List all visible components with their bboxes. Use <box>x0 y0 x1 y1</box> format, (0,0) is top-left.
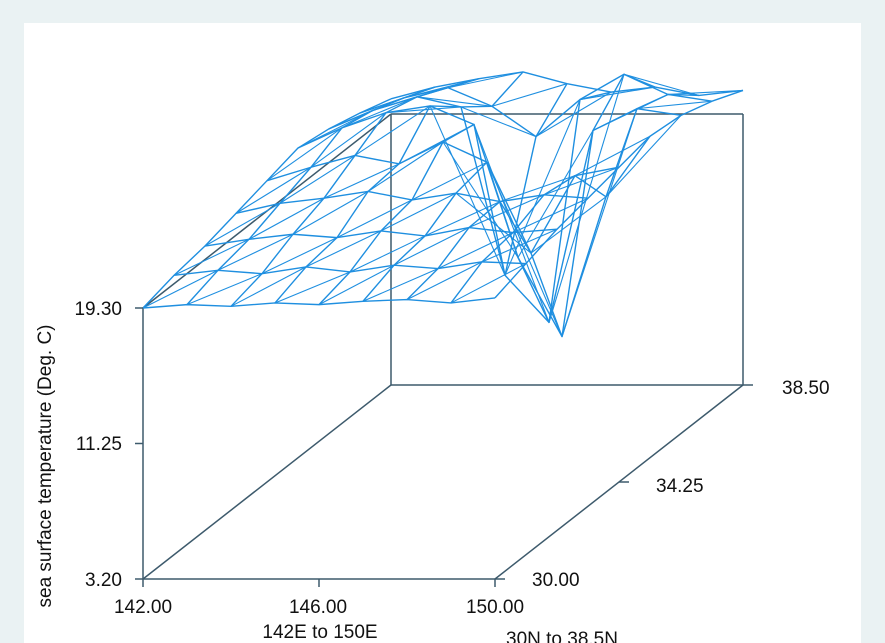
surface-diagonal-5-7 <box>605 114 682 198</box>
surface-diagonal-2-4 <box>380 192 457 232</box>
surface-col-0 <box>142 98 392 309</box>
surface-mesh <box>142 71 744 338</box>
surface-diagonal-7-3 <box>491 83 568 107</box>
surface-diagonal-4-6 <box>530 196 607 254</box>
surface-diagonal-1-1 <box>217 233 294 271</box>
surface-row-8 <box>390 71 744 100</box>
z-tick-label-2: 19.30 <box>74 299 122 320</box>
surface-diagonal-0-4 <box>318 264 395 306</box>
surface-diagonal-5-2 <box>385 106 462 114</box>
surface-diagonal-7-7 <box>667 89 744 96</box>
surface-diagonal-7-0 <box>359 86 436 114</box>
surface-chart: 3.20 11.25 19.30 142.00 146.00 150.00 30… <box>35 71 830 643</box>
surface-diagonal-0-7 <box>450 263 527 304</box>
y-tick-label-0: 30.00 <box>532 570 580 591</box>
surface-diagonal-4-0 <box>266 127 343 182</box>
y-tick-label-2: 38.50 <box>782 378 830 399</box>
surface-diagonal-5-5 <box>517 130 594 258</box>
surface-diagonal-2-1 <box>248 197 325 240</box>
surface-diagonal-6-4 <box>504 99 581 276</box>
surface-diagonal-3-6 <box>499 175 576 203</box>
x-axis-label: 142E to 150E <box>262 622 377 643</box>
plot-panel: 3.20 11.25 19.30 142.00 146.00 150.00 30… <box>24 23 861 643</box>
surface-diagonal-2-0 <box>204 202 281 247</box>
surface-diagonal-5-3 <box>429 105 506 276</box>
x-tick-label-2: 150.00 <box>466 597 524 618</box>
surface-diagonal-0-0 <box>142 269 219 309</box>
surface-diagonal-6-5 <box>548 74 625 323</box>
axis-ticks <box>135 307 753 587</box>
surface-col-1 <box>186 86 436 306</box>
surface-diagonal-6-6 <box>592 93 669 132</box>
surface-diagonal-7-1 <box>403 78 480 99</box>
box-edge-left-floor <box>142 384 392 580</box>
surface-diagonal-3-2 <box>323 163 400 199</box>
surface-diagonal-5-1 <box>341 96 418 129</box>
x-tick-label-1: 146.00 <box>289 597 347 618</box>
surface-diagonal-1-0 <box>173 238 250 276</box>
surface-diagonal-1-2 <box>261 237 338 275</box>
surface-diagonal-2-5 <box>424 201 501 237</box>
surface-diagonal-7-6 <box>623 73 700 97</box>
y-tick-label-1: 34.25 <box>656 476 704 497</box>
surface-diagonal-7-5 <box>579 86 656 101</box>
surface-diagonal-1-4 <box>349 235 426 273</box>
surface-diagonal-1-6 <box>437 232 514 270</box>
surface-diagonal-0-2 <box>230 266 307 307</box>
surface-diagonal-5-0 <box>297 109 374 149</box>
surface-diagonal-4-1 <box>310 112 387 168</box>
surface-diagonal-4-4 <box>442 141 519 258</box>
surface-diagonal-4-3 <box>398 123 475 165</box>
surface-diagonal-5-6 <box>561 108 638 337</box>
surface-diagonal-0-3 <box>274 271 351 304</box>
surface-diagonal-3-4 <box>411 161 488 201</box>
surface-diagonal-5-4 <box>473 124 550 323</box>
surface-diagonal-4-7 <box>574 135 651 177</box>
surface-diagonal-3-7 <box>543 166 620 196</box>
surface-diagonal-0-6 <box>406 261 483 301</box>
surface-diagonal-3-1 <box>279 154 356 204</box>
surface-row-0 <box>142 297 496 309</box>
z-axis-label: sea surface temperature (Deg. C) <box>35 324 56 607</box>
surface-diagonal-7-2 <box>447 71 524 89</box>
surface-row-7 <box>359 73 713 138</box>
surface-diagonal-4-2 <box>354 105 431 156</box>
surface-diagonal-3-0 <box>235 166 312 214</box>
surface-diagonal-0-1 <box>186 273 263 306</box>
surface-diagonal-6-3 <box>460 106 537 138</box>
surface-diagonal-1-5 <box>393 227 470 266</box>
surface-diagonal-6-7 <box>636 100 713 110</box>
y-axis-label: 30N to 38.5N <box>506 629 618 643</box>
surface-diagonal-3-3 <box>367 141 444 192</box>
surface-diagonal-7-4 <box>535 91 612 138</box>
z-tick-label-1: 11.25 <box>76 434 122 455</box>
surface-diagonal-6-0 <box>328 97 405 130</box>
surface-diagonal-6-1 <box>372 87 449 111</box>
z-tick-label-0: 3.20 <box>85 570 122 591</box>
x-tick-label-0: 142.00 <box>114 597 172 618</box>
surface-diagonal-0-5 <box>362 268 439 302</box>
surface-diagonal-2-2 <box>292 191 369 235</box>
surface-diagonal-1-3 <box>305 230 382 268</box>
surface-diagonal-2-3 <box>336 199 413 239</box>
surface-diagonal-6-2 <box>416 96 493 107</box>
